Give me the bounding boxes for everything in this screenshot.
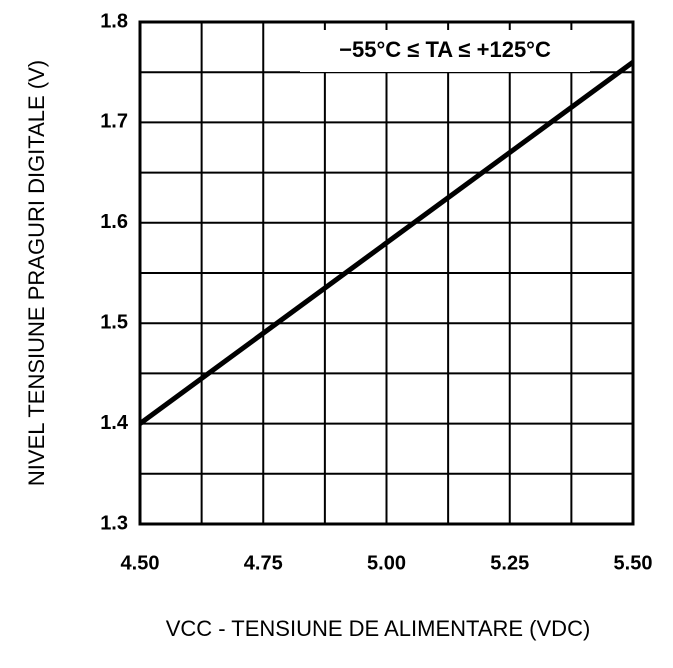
y-axis-label: NIVEL TENSIUNE PRAGURI DIGITALE (V) xyxy=(24,60,49,486)
x-tick-label: 4.50 xyxy=(121,552,160,574)
plot-frame xyxy=(138,20,635,526)
x-tick-label: 5.00 xyxy=(367,552,406,574)
data-line xyxy=(138,60,635,426)
y-tick-label: 1.3 xyxy=(100,512,128,534)
y-tick-label: 1.4 xyxy=(100,412,129,434)
annotation: −55°C ≤ TA ≤ +125°C xyxy=(339,37,551,62)
x-axis-label: VCC - TENSIUNE DE ALIMENTARE (VDC) xyxy=(166,616,591,641)
annotation-box xyxy=(300,30,590,72)
x-tick-label: 5.50 xyxy=(614,552,653,574)
x-tick-label: 4.75 xyxy=(244,552,283,574)
x-tick-label: 5.25 xyxy=(490,552,529,574)
y-tick-label: 1.5 xyxy=(100,311,128,333)
y-tick-label: 1.7 xyxy=(100,111,128,133)
y-tick-label: 1.6 xyxy=(100,211,128,233)
y-tick-label: 1.8 xyxy=(100,10,128,32)
